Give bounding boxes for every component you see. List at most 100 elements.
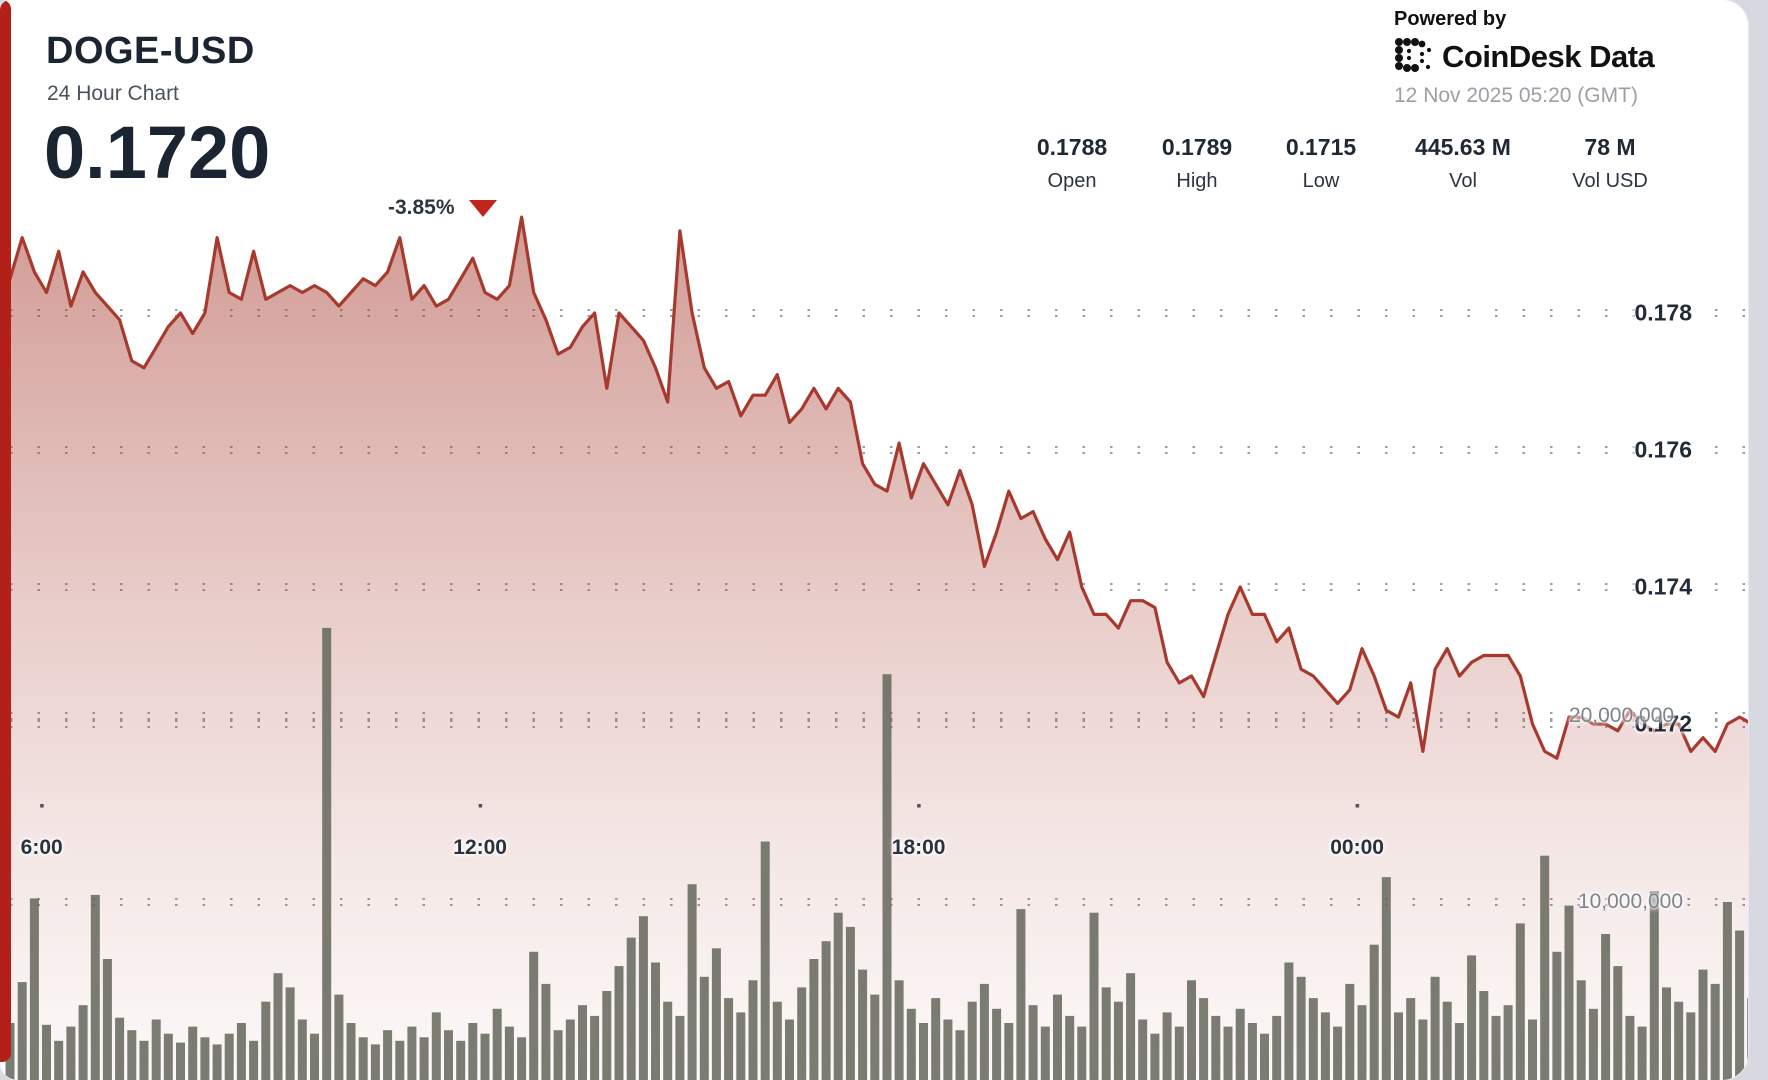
volume-bar: [870, 994, 880, 1080]
page-title: DOGE-USD: [46, 30, 255, 72]
volume-bar: [1406, 998, 1416, 1080]
red-accent-bar: [0, 0, 11, 1062]
volume-bar: [102, 959, 112, 1080]
volume-bar: [42, 1024, 51, 1080]
volume-bar: [468, 1023, 478, 1080]
low-label: Low: [1302, 170, 1340, 192]
volume-bar: [1710, 983, 1720, 1080]
volume-bar: [492, 1008, 502, 1080]
high-label: High: [1176, 170, 1218, 192]
volume-axis-label: 10,000,000: [1577, 890, 1683, 913]
volume-bar: [845, 926, 855, 1080]
time-axis-label: 18:00: [891, 836, 946, 859]
volume-bar: [1601, 934, 1611, 1080]
volume-bar: [529, 951, 539, 1080]
volume-bar: [1686, 1012, 1696, 1080]
volume-bar: [176, 1042, 185, 1080]
volume-bar: [1077, 1026, 1087, 1080]
volume-bar: [1101, 987, 1111, 1080]
volume-bar: [1345, 983, 1355, 1080]
volume-bar: [310, 1033, 319, 1080]
volume-bar: [1649, 891, 1659, 1080]
volume-bar: [297, 1019, 307, 1080]
volume-bar: [1223, 1026, 1233, 1080]
volume-bar: [419, 1037, 429, 1080]
volume-bar: [1564, 905, 1574, 1080]
data-timestamp: 12 Nov 2025 05:20 (GMT): [1394, 84, 1638, 107]
volume-bar: [504, 1026, 514, 1080]
volume-bar: [1467, 955, 1477, 1080]
high-value: 0.1789: [1161, 134, 1233, 160]
volume-bar: [1308, 998, 1318, 1080]
volume-bar: [1357, 1005, 1367, 1080]
volume-bar: [1028, 1005, 1038, 1080]
volume-bar: [1235, 1008, 1245, 1080]
volume-bar: [1320, 1012, 1330, 1080]
volume-bar: [1698, 969, 1708, 1080]
volume-bar: [54, 1040, 64, 1080]
volume-bar: [383, 1030, 393, 1080]
volume-bar: [407, 1026, 417, 1080]
price-axis-label: 0.176: [1634, 436, 1692, 463]
volume-bar: [663, 1001, 673, 1080]
volume-bar: [1637, 1026, 1647, 1080]
coindesk-brand-name: CoinDesk Data: [1442, 39, 1655, 74]
price-area-fill: [10, 217, 1748, 1080]
stat-volume: 445.63 M Vol: [1384, 134, 1542, 193]
volume-bar: [1199, 998, 1209, 1080]
volume-bar: [273, 973, 283, 1080]
volume-bar: [29, 898, 39, 1080]
volume-bar: [1625, 1015, 1635, 1080]
powered-by-text: Powered by: [1394, 8, 1507, 30]
volume-bar: [1540, 855, 1550, 1080]
stat-volume-usd: 78 M Vol USD: [1542, 134, 1678, 193]
down-triangle-icon: [468, 199, 497, 217]
volume-bar: [651, 962, 660, 1080]
volume-bar: [358, 1037, 368, 1080]
volume-bar: [1187, 980, 1196, 1080]
volume-bar: [224, 1033, 234, 1080]
volume-bar: [1515, 923, 1525, 1080]
volume-value: 445.63 M: [1415, 134, 1511, 160]
volume-bar: [772, 1001, 782, 1080]
volume-bar: [66, 1026, 76, 1080]
volume-bar: [1394, 1012, 1403, 1080]
coindesk-brand[interactable]: CoinDesk Data: [1394, 37, 1655, 77]
volume-bar: [1528, 1019, 1537, 1080]
volume-bar: [590, 1015, 600, 1080]
volume-bar: [1296, 976, 1306, 1080]
open-value: 0.1788: [1036, 134, 1108, 160]
volume-bar: [517, 1037, 527, 1080]
volume-bar: [1747, 998, 1748, 1080]
volume-bar: [748, 980, 758, 1080]
volume-bar: [212, 1044, 222, 1080]
volume-bar: [1053, 994, 1062, 1080]
volume-bar: [1040, 1026, 1050, 1080]
volume-bar: [1418, 1019, 1428, 1080]
volume-bar: [1284, 962, 1294, 1080]
volume-bar: [1613, 966, 1623, 1080]
volume-bar: [200, 1037, 210, 1080]
volume-bar: [919, 1023, 928, 1080]
volume-bar: [1126, 973, 1136, 1080]
volume-bar: [626, 937, 636, 1080]
stat-open: 0.1788 Open: [1008, 134, 1136, 193]
volume-bar: [1150, 1033, 1160, 1080]
volume-bar: [675, 1015, 685, 1080]
volume-bar: [261, 1001, 271, 1080]
volume-bar: [334, 994, 344, 1080]
time-axis-label: 00:00: [1330, 836, 1384, 859]
volume-bar: [736, 1012, 746, 1080]
volume-bar: [833, 912, 843, 1080]
stat-low: 0.1715 Low: [1258, 134, 1384, 193]
volume-bar: [322, 627, 332, 1080]
volume-bar: [1016, 909, 1026, 1080]
volume-bar: [1065, 1015, 1075, 1080]
volume-bar: [711, 948, 721, 1080]
volume-bar: [1369, 944, 1379, 1080]
volume-bar: [724, 998, 734, 1080]
volume-bar: [127, 1030, 137, 1080]
volume-bar: [894, 980, 904, 1080]
